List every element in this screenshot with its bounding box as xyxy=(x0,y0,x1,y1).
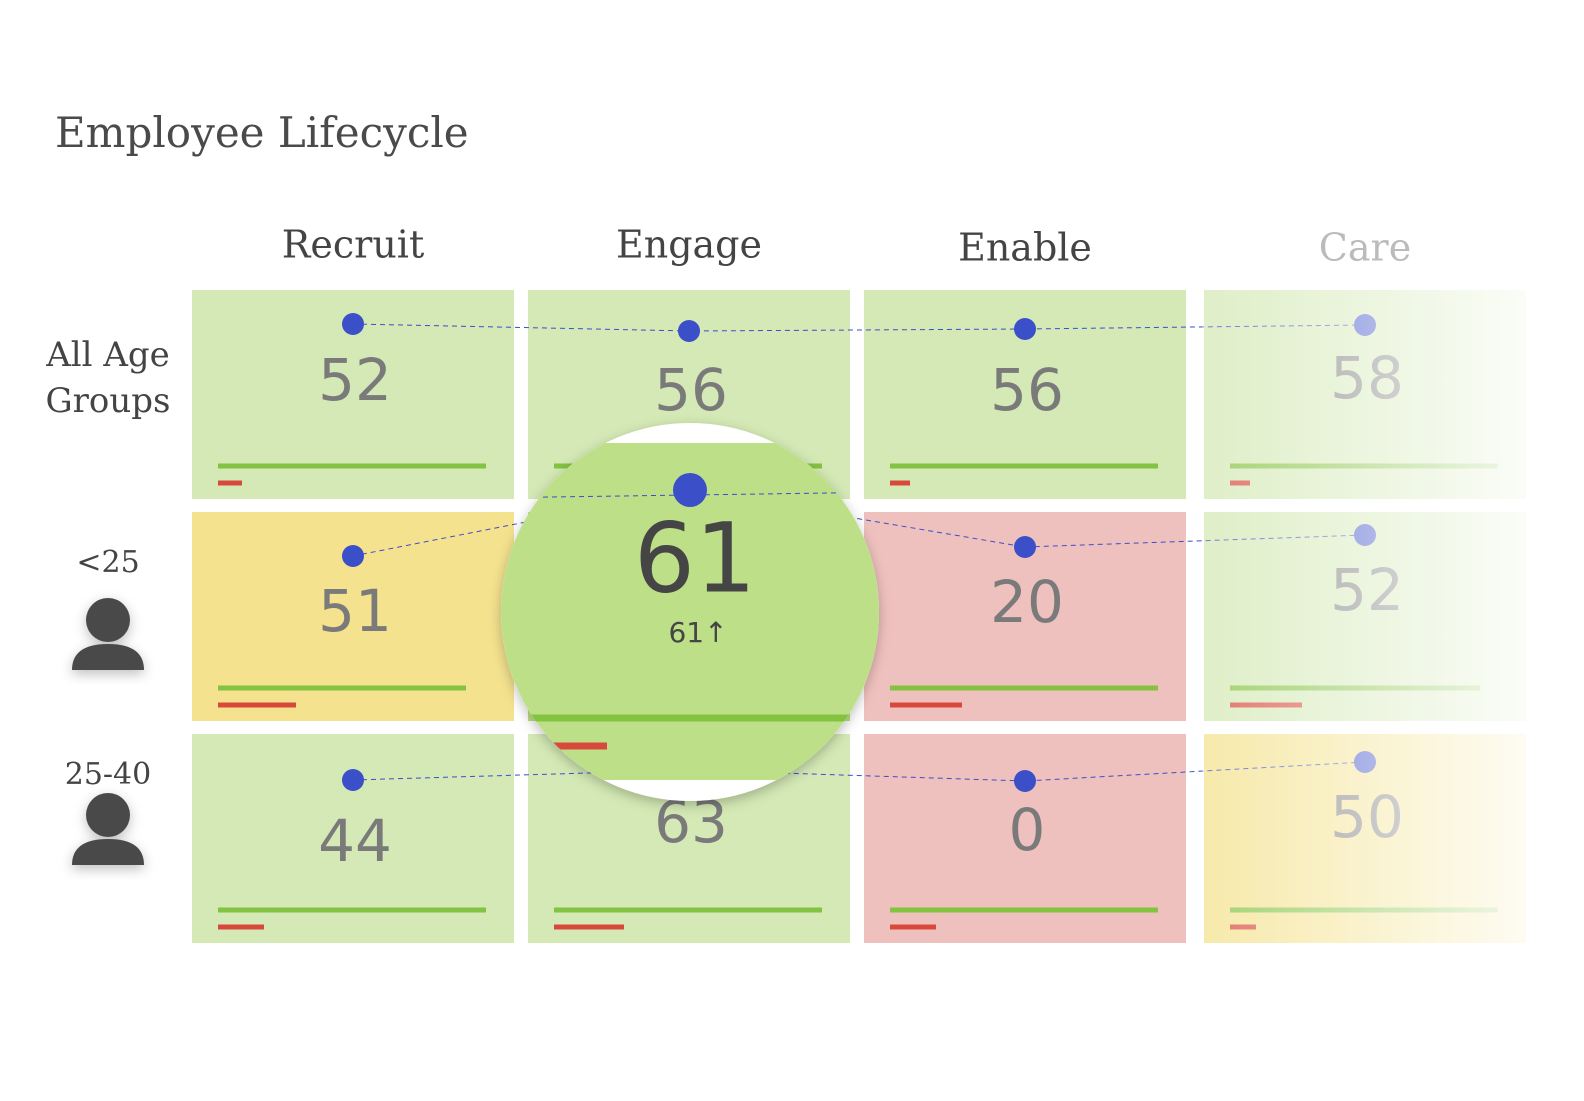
connector xyxy=(352,489,1366,557)
fade-overlay xyxy=(1202,285,1532,950)
dot xyxy=(1014,318,1036,340)
cell-value: 44 xyxy=(318,807,392,875)
dot xyxy=(342,769,364,791)
lens-change: 61↑ xyxy=(668,616,727,649)
row-label: <25 xyxy=(76,545,140,580)
column-header: Engage xyxy=(616,223,762,267)
row-label: 25-40 xyxy=(64,757,152,792)
cell-value: 56 xyxy=(654,356,728,424)
column-header: Recruit xyxy=(282,223,424,267)
lens-value: 61 xyxy=(634,502,756,614)
dot xyxy=(342,313,364,335)
row-label: All Age Groups xyxy=(45,335,171,421)
cell-value: 52 xyxy=(318,346,392,414)
dot xyxy=(1014,770,1036,792)
dot xyxy=(1014,536,1036,558)
dot xyxy=(678,320,700,342)
person-body xyxy=(72,644,144,670)
connector xyxy=(352,761,1366,782)
dot xyxy=(342,545,364,567)
person-body xyxy=(72,839,144,865)
cell-value: 51 xyxy=(318,577,392,645)
column-header: Care xyxy=(1319,226,1411,270)
person-icon xyxy=(72,793,144,865)
person-head xyxy=(86,598,130,642)
cell-value: 20 xyxy=(990,568,1064,636)
connector xyxy=(352,323,1366,332)
cell-value: 0 xyxy=(1009,796,1046,864)
lens-dot xyxy=(673,473,707,507)
person-icon xyxy=(72,598,144,670)
cell-value: 56 xyxy=(990,356,1064,424)
person-head xyxy=(86,793,130,837)
column-header: Enable xyxy=(958,226,1092,270)
title: Employee Lifecycle xyxy=(55,108,469,157)
